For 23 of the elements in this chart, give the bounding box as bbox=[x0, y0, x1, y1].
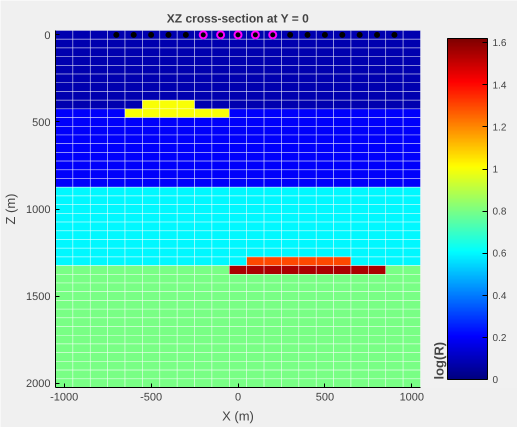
color-bar-label: 1.4 bbox=[492, 80, 507, 92]
color-bar-label: 1 bbox=[492, 164, 498, 176]
x-tick-label: -1000 bbox=[50, 392, 78, 404]
color-bar-label: 0.4 bbox=[492, 290, 507, 302]
x-tick-label: 500 bbox=[316, 392, 334, 404]
chart-title: XZ cross-section at Y = 0 bbox=[166, 12, 310, 26]
y-tick-label: 1000 bbox=[26, 204, 51, 216]
color-bar-label: 0 bbox=[492, 375, 498, 386]
x-tick-label: 1000 bbox=[400, 392, 424, 404]
color-bar-label: 0.8 bbox=[492, 206, 507, 218]
x-tick-label: -500 bbox=[140, 392, 162, 404]
color-bar-title: log(R) bbox=[432, 342, 446, 380]
color-bar-label: 1.6 bbox=[492, 38, 507, 50]
y-axis-title: Z (m) bbox=[3, 193, 18, 225]
y-tick-label: 500 bbox=[32, 116, 51, 129]
x-tick-label: 0 bbox=[234, 392, 242, 404]
x-axis-title: X (m) bbox=[222, 408, 254, 424]
y-tick-label: 1500 bbox=[26, 291, 51, 304]
color-bar-label: 0.6 bbox=[492, 248, 507, 260]
color-bar-label: 0.2 bbox=[492, 332, 507, 344]
color-bar-label: 1.2 bbox=[492, 122, 507, 134]
y-tick-label: 0 bbox=[44, 30, 51, 42]
y-tick-label: 2000 bbox=[26, 378, 51, 390]
